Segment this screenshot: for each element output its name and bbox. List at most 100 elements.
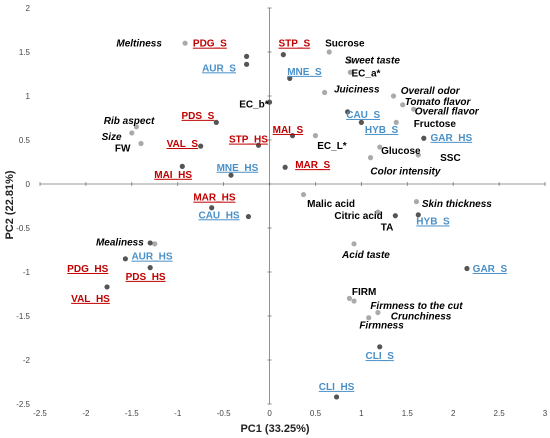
y-tick-label: 0.5 (19, 136, 31, 145)
point-pds-hs (147, 265, 153, 271)
x-tick-label: 1.5 (402, 409, 414, 418)
x-tick-label: 0 (267, 409, 272, 418)
axes (39, 7, 546, 405)
x-tick-label: -1.5 (125, 409, 139, 418)
label-overall-flavor: Overall flavor (415, 106, 480, 117)
x-tick-label: 0.5 (310, 409, 322, 418)
x-tick-label: -0.5 (217, 409, 231, 418)
label-firmness-to-the-cut: Firmness to the cut (370, 301, 463, 312)
label-stp-s: STP_S (278, 39, 310, 50)
point-sucrose (326, 49, 332, 55)
point-acid-taste (351, 241, 357, 247)
tick-labels: -2.5 -2 -1.5 -1 -0.5 0 0.5 1 1.5 2 2.5 3 2 1.5 1 0.5 0 -0… (16, 4, 548, 418)
label-pdg-hs: PDG_HS (67, 264, 108, 275)
point-labels: Meltiness PDG_S AUR_S STP_S Sucrose Sweet tas… (67, 39, 507, 393)
label-juiciness: Juiciness (334, 84, 380, 95)
label-size: Size (102, 132, 122, 143)
y-tick-label: 2 (26, 4, 31, 13)
label-glucose: Glucose (381, 146, 421, 157)
x-tick-label: -2 (82, 409, 90, 418)
point-stp-s (280, 52, 286, 58)
label-val-s: VAL_S (167, 139, 199, 150)
point-mne-s (287, 75, 293, 81)
label-aur-hs: AUR_HS (131, 252, 172, 263)
point-cau-hs (245, 213, 252, 220)
label-fw: FW (115, 143, 131, 154)
x-tick-label: 2 (451, 409, 456, 418)
point-mar-hs (209, 205, 215, 211)
label-val-hs: VAL_HS (71, 294, 110, 305)
y-tick-label: -1 (23, 268, 31, 277)
label-acid-taste: Acid taste (341, 250, 390, 261)
y-tick-label: -1.5 (16, 312, 30, 321)
point-ta (392, 213, 398, 219)
point-fructose (393, 119, 399, 125)
point-sweet-taste (347, 58, 353, 64)
x-tick-label: 1 (359, 409, 364, 418)
y-tick-label: 1 (26, 92, 31, 101)
point-rib-aspect (133, 124, 140, 130)
point-ec-b (266, 99, 273, 105)
label-malic-acid: Malic acid (307, 199, 355, 210)
y-tick-label: 0 (26, 180, 31, 189)
label-cli-s: CLI_S (366, 351, 395, 362)
label-mne-hs: MNE_HS (217, 163, 259, 174)
point-ec-a (347, 69, 353, 75)
label-gar-s: GAR_S (473, 264, 508, 275)
label-color-intensity: Color intensity (370, 166, 440, 177)
label-pdg-s: PDG_S (193, 39, 227, 50)
x-tick-label: -1 (174, 409, 182, 418)
label-cau-s: CAU_S (346, 110, 380, 121)
point-ec-l (312, 133, 319, 139)
point-val-s (198, 143, 204, 149)
point-juiciness (322, 89, 328, 96)
point-firm (346, 295, 353, 301)
y-tick-label: 1.5 (19, 48, 31, 57)
point-mne-hs (228, 172, 234, 178)
point-color-intensity (367, 155, 374, 161)
label-pds-s: PDS_S (182, 111, 215, 122)
label-crunchiness: Crunchiness (391, 312, 452, 323)
point-hyb-s (415, 212, 421, 218)
point-firmness (366, 315, 372, 321)
label-citric-acid: Citric acid (334, 211, 382, 222)
point-stp-hs (255, 142, 262, 148)
point-gar-hs (421, 135, 427, 141)
point-mai-s (289, 133, 296, 139)
label-firm: FIRM (352, 287, 376, 298)
y-tick-label: -2.5 (16, 400, 30, 409)
label-mai-s: MAI_S (273, 125, 304, 136)
x-axis-title: PC1 (33.25%) (240, 423, 309, 435)
point-size (129, 130, 135, 136)
point-pds-s (213, 119, 219, 125)
point-pdg-hs (122, 256, 128, 262)
point-tomato-flavor (400, 102, 406, 108)
label-mai-hs: MAI_HS (154, 170, 192, 181)
label-mealiness: Mealiness (96, 238, 144, 249)
label-hyb-s: HYB_S (365, 125, 399, 136)
label-meltiness: Meltiness (116, 39, 162, 50)
label-ec-l: EC_L* (317, 141, 347, 152)
point-gar-s (464, 265, 470, 272)
point-val-hs (104, 284, 110, 290)
label-ec-a: EC_a* (352, 69, 381, 80)
label-rib-aspect: Rib aspect (104, 116, 155, 127)
label-ec-b: EC_b* (239, 99, 269, 110)
point-meltiness (182, 40, 188, 46)
point-cau-s (344, 109, 351, 115)
label-fructose: Fructose (414, 119, 457, 130)
label-pds-hs: PDS_HS (126, 272, 166, 283)
label-cli-hs: CLI_HS (319, 382, 355, 393)
label-firmness: Firmness (359, 320, 404, 331)
label-mne-s: MNE_S (287, 67, 322, 78)
point-mealiness (152, 241, 158, 247)
label-gar-hs: GAR_HS (431, 133, 473, 144)
point-glucose (377, 144, 383, 150)
point-mai-hs (179, 163, 185, 169)
point-aur-hs (147, 240, 153, 246)
label-ta: TA (381, 223, 394, 234)
point-mar-s (282, 164, 288, 170)
label-overall-odor: Overall odor (401, 86, 461, 97)
y-tick-label: -2 (23, 356, 31, 365)
